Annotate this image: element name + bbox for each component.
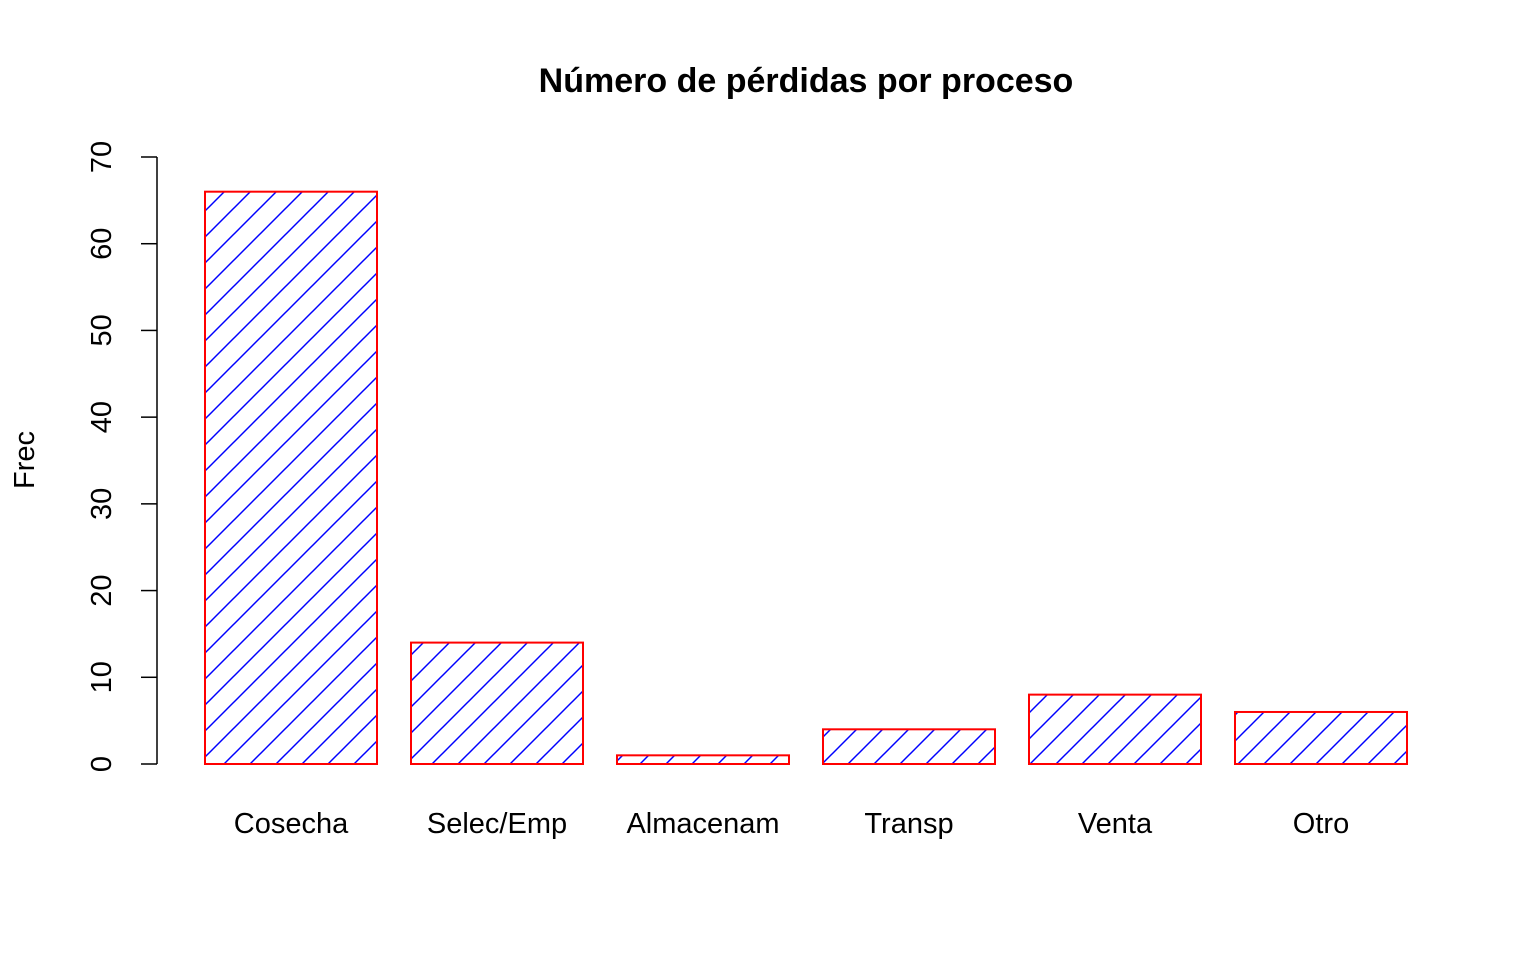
x-axis-labels: Cosecha Selec/Emp Almacenam Transp Venta Otro — [234, 808, 1349, 840]
y-axis-title: Frec — [9, 431, 41, 489]
y-tick-label: 40 — [86, 401, 118, 433]
y-tick-label: 20 — [86, 574, 118, 606]
bars-group — [204, 190, 1408, 766]
y-tick-label: 0 — [86, 756, 118, 772]
bar — [1028, 693, 1202, 766]
y-tick-label: 50 — [86, 314, 118, 346]
y-axis: 0 10 20 30 40 50 60 70 — [86, 141, 158, 772]
y-tick-label: 60 — [86, 228, 118, 260]
bar — [410, 641, 584, 765]
x-category-label: Almacenam — [626, 808, 779, 840]
x-category-label: Selec/Emp — [427, 808, 567, 840]
chart-title: Número de pérdidas por proceso — [539, 62, 1074, 100]
y-tick-label: 10 — [86, 661, 118, 693]
bar — [822, 728, 996, 765]
x-category-label: Transp — [864, 808, 953, 840]
bar — [616, 754, 790, 765]
y-tick-label: 70 — [86, 141, 118, 173]
x-category-label: Venta — [1078, 808, 1153, 840]
bar — [1234, 710, 1408, 766]
y-tick-label: 30 — [86, 488, 118, 520]
x-category-label: Cosecha — [234, 808, 349, 840]
x-category-label: Otro — [1293, 808, 1349, 840]
bar — [204, 190, 378, 765]
